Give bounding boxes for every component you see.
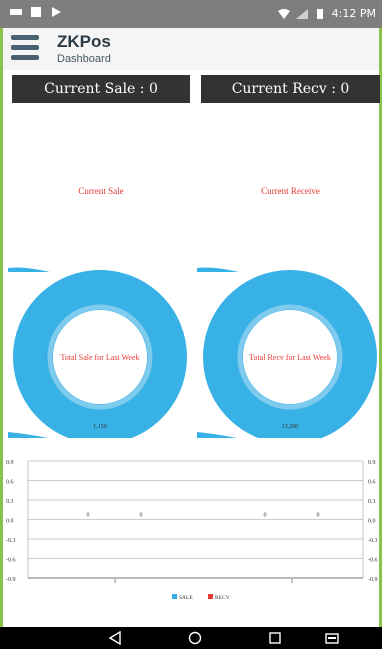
menu-icon[interactable] bbox=[11, 35, 39, 63]
donut-value-label: 1,150 bbox=[93, 424, 107, 430]
y-tick-left: 0.9 bbox=[6, 460, 14, 466]
donut-value-label: 13,200 bbox=[282, 424, 299, 430]
donut-slice bbox=[203, 270, 377, 438]
y-tick-left: -0.9 bbox=[6, 577, 16, 583]
y-tick-right: 0.6 bbox=[368, 480, 376, 486]
y-tick-left: 0.0 bbox=[6, 519, 14, 525]
play-icon bbox=[52, 7, 61, 17]
y-tick-right: -0.9 bbox=[368, 577, 378, 583]
image-icon bbox=[31, 7, 41, 17]
donut-center-label: Total Recv for Last Week bbox=[249, 353, 331, 362]
donut-center-label: Total Sale for Last Week bbox=[60, 353, 139, 362]
status-bar: 4:12 PM bbox=[0, 0, 382, 28]
home-icon[interactable] bbox=[188, 631, 202, 645]
status-time: 4:12 PM bbox=[331, 7, 376, 20]
x-tick-label: 1 bbox=[114, 579, 117, 585]
signal-icon bbox=[295, 8, 308, 19]
y-tick-right: -0.3 bbox=[368, 538, 378, 544]
bar-value-label: 0 bbox=[264, 513, 267, 519]
y-tick-left: -0.3 bbox=[6, 538, 16, 544]
frame-left bbox=[0, 0, 3, 649]
current-sale-label: Current Sale bbox=[78, 186, 124, 196]
wifi-icon bbox=[277, 8, 290, 19]
dashboard-charts: Total Sale for Last Week 1,150 Total Recv … bbox=[6, 267, 378, 601]
donut-inner-ring bbox=[47, 304, 153, 410]
donut-hole bbox=[243, 310, 337, 404]
back-icon[interactable] bbox=[108, 631, 122, 645]
y-tick-left: 0.6 bbox=[6, 480, 14, 486]
current-sale-card[interactable]: Current Sale : 0 bbox=[12, 75, 190, 103]
current-recv-card[interactable]: Current Recv : 0 bbox=[201, 75, 380, 103]
bar-value-label: 0 bbox=[317, 513, 320, 519]
legend-label: RECV bbox=[215, 595, 230, 601]
app-title: ZKPos bbox=[57, 32, 111, 51]
legend-label: SALE bbox=[179, 595, 193, 601]
current-receive-label: Current Receive bbox=[261, 186, 320, 196]
battery-icon bbox=[316, 8, 323, 19]
y-tick-right: 0.3 bbox=[368, 499, 376, 505]
recents-icon[interactable] bbox=[268, 631, 282, 645]
bar-value-label: 0 bbox=[87, 513, 90, 519]
donut-slice bbox=[13, 270, 187, 438]
bar-value-label: 0 bbox=[140, 513, 143, 519]
legend-swatch bbox=[172, 594, 177, 599]
app-bar: ZKPos Dashboard bbox=[3, 28, 379, 70]
legend-swatch bbox=[208, 594, 213, 599]
x-tick-label: 1 bbox=[291, 579, 294, 585]
y-tick-left: -0.6 bbox=[6, 558, 16, 564]
donut-sliver-top bbox=[8, 267, 50, 272]
y-tick-right: -0.6 bbox=[368, 558, 378, 564]
donut-sliver-bottom bbox=[197, 432, 237, 438]
frame-right bbox=[379, 0, 382, 649]
y-tick-left: 0.3 bbox=[6, 499, 14, 505]
donut-inner-ring bbox=[237, 304, 343, 410]
notification-icon bbox=[10, 9, 22, 15]
donut-sliver-bottom bbox=[8, 432, 48, 438]
donut-sliver-top bbox=[197, 267, 239, 272]
keyboard-icon[interactable] bbox=[325, 631, 339, 645]
y-tick-right: 0.9 bbox=[368, 460, 376, 466]
page-subtitle: Dashboard bbox=[57, 53, 111, 65]
y-tick-right: 0.0 bbox=[368, 519, 376, 525]
donut-hole bbox=[53, 310, 147, 404]
navigation-bar bbox=[0, 627, 382, 649]
